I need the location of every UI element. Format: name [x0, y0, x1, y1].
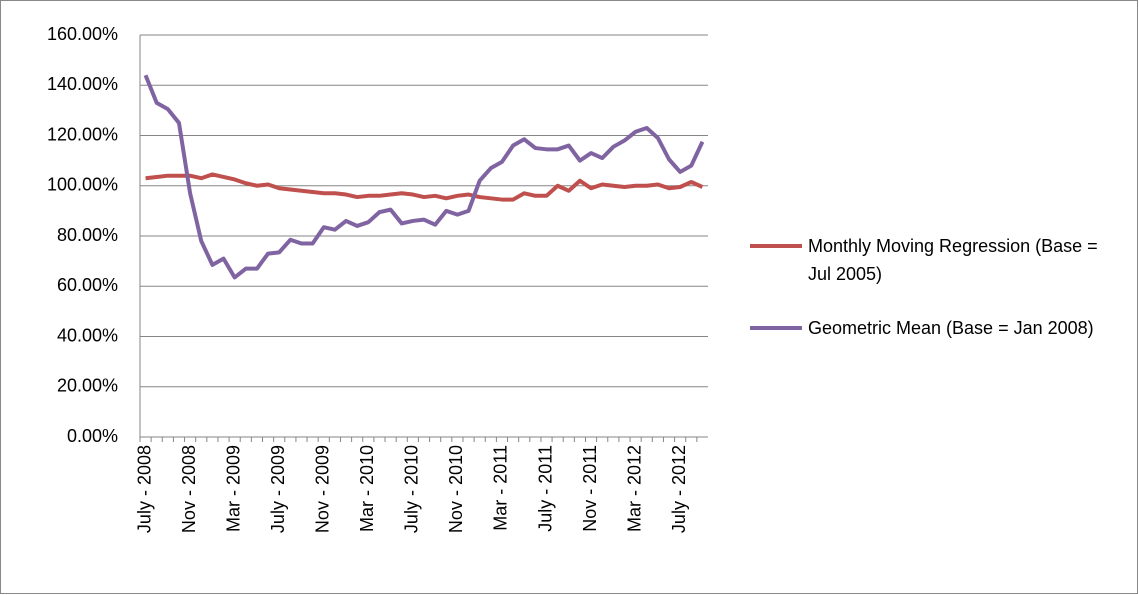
x-tick-label: Nov - 2010	[446, 445, 466, 533]
x-tick-label: July - 2008	[134, 445, 154, 533]
x-tick-label: Nov - 2011	[580, 445, 600, 532]
series-line	[145, 172, 704, 202]
x-tick-label: July - 2010	[402, 445, 422, 533]
y-tick-label: 0.00%	[67, 426, 118, 446]
y-tick-label: 80.00%	[57, 225, 118, 245]
x-tick-label: Mar - 2010	[357, 445, 377, 532]
legend-label: Monthly Moving Regression (Base = Jul 20…	[808, 236, 1098, 284]
y-tick-label: 120.00%	[47, 124, 118, 144]
x-tick-label: Mar - 2011	[491, 445, 511, 531]
legend-label: Geometric Mean (Base = Jan 2008)	[808, 318, 1094, 338]
y-tick-label: 20.00%	[57, 376, 118, 396]
x-tick-label: Nov - 2009	[313, 445, 333, 533]
x-tick-label: Mar - 2012	[624, 445, 644, 532]
y-tick-label: 60.00%	[57, 275, 118, 295]
x-tick-label: July - 2011	[535, 445, 555, 532]
x-tick-label: July - 2012	[669, 445, 689, 533]
x-tick-label: Nov - 2008	[179, 445, 199, 533]
x-tick-label: July - 2009	[268, 445, 288, 533]
y-tick-label: 100.00%	[47, 175, 118, 195]
series-line	[143, 74, 705, 280]
y-tick-label: 160.00%	[47, 24, 118, 44]
x-tick-label: Mar - 2009	[223, 445, 243, 532]
y-tick-label: 40.00%	[57, 325, 118, 345]
y-tick-label: 140.00%	[47, 74, 118, 94]
